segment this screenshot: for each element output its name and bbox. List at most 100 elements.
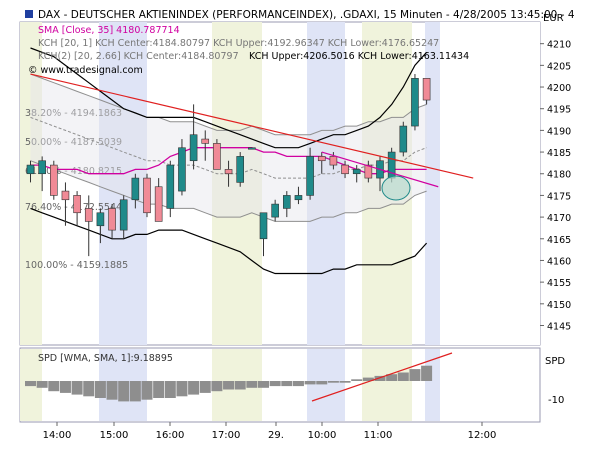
spd-bar bbox=[199, 381, 211, 393]
candle-body bbox=[282, 195, 291, 209]
price-tick-label: 4150 bbox=[547, 300, 571, 311]
spd-bar bbox=[374, 375, 386, 381]
spd-bar bbox=[223, 381, 235, 390]
kch-lower-line bbox=[30, 160, 427, 222]
trendline bbox=[30, 73, 474, 179]
price-tick-label: 4165 bbox=[547, 235, 571, 246]
spd-bar bbox=[362, 377, 374, 381]
kch2-legend: KCH(2) [20, 2.66] KCH Center:4184.80797 bbox=[38, 51, 239, 62]
time-tick-label: 29. bbox=[268, 430, 284, 441]
price-tick-label: 4155 bbox=[547, 278, 571, 289]
price-tick-label: 4145 bbox=[547, 321, 571, 332]
trendline bbox=[321, 151, 439, 188]
kch2-legend-values: KCH Upper:4206.5016 KCH Lower:4163.11434 bbox=[249, 51, 469, 62]
spd-legend: SPD [WMA, SMA, 1]:9.18895 bbox=[38, 353, 173, 364]
candle-body bbox=[143, 177, 151, 214]
candle-body bbox=[352, 169, 361, 175]
spd-bar bbox=[211, 381, 223, 392]
candle-body bbox=[341, 164, 349, 175]
time-tick-label: 16:00 bbox=[156, 430, 185, 441]
spd-bar bbox=[234, 381, 246, 390]
candle-body bbox=[178, 147, 186, 192]
spd-bar bbox=[409, 369, 421, 381]
spd-bar bbox=[118, 381, 130, 402]
candle-body bbox=[271, 203, 279, 218]
price-tick-label: 4205 bbox=[547, 61, 571, 72]
sma-legend: SMA [Close, 35] 4180.787714 bbox=[38, 25, 180, 36]
fib-label: 50.00% - 4187.5039 bbox=[25, 137, 122, 148]
time-tick-label: 15:00 bbox=[100, 430, 129, 441]
candle-body bbox=[189, 134, 198, 162]
candle-body bbox=[38, 160, 46, 175]
spd-bar bbox=[421, 365, 433, 381]
candle-body bbox=[166, 164, 175, 209]
spd-bar bbox=[327, 381, 339, 383]
spd-bar bbox=[153, 381, 165, 398]
candle-body bbox=[317, 156, 326, 162]
spd-bar bbox=[164, 381, 176, 398]
spd-bar bbox=[386, 374, 398, 381]
candle-body bbox=[329, 156, 338, 166]
spd-bars bbox=[25, 352, 453, 402]
spd-bar bbox=[59, 381, 71, 393]
candle-body bbox=[201, 138, 210, 144]
time-tick-label: 17:00 bbox=[212, 430, 241, 441]
watermark: © www.tradesignal.com bbox=[28, 65, 143, 76]
spd-bar bbox=[48, 381, 60, 392]
candle-body bbox=[73, 195, 81, 214]
chart-header: DAX - DEUTSCHER AKTIENINDEX (PERFORMANCE… bbox=[25, 9, 575, 406]
candle-body bbox=[236, 156, 244, 183]
spd-bar bbox=[304, 381, 316, 385]
candle-body bbox=[364, 164, 373, 179]
candle-body bbox=[411, 78, 419, 127]
spd-bar bbox=[397, 372, 409, 381]
spd-shade-band bbox=[307, 349, 345, 421]
candle-body bbox=[259, 212, 268, 240]
sma-line bbox=[30, 147, 427, 175]
shade-band bbox=[212, 22, 262, 345]
spd-bar bbox=[106, 381, 118, 400]
spd-bar bbox=[129, 381, 141, 402]
price-tick-label: 4175 bbox=[547, 191, 571, 202]
price-tick-label: 4170 bbox=[547, 213, 571, 224]
kch2-lower-line bbox=[30, 207, 428, 275]
spd-bar bbox=[281, 381, 293, 387]
kch-legend: KCH [20, 1] KCH Center:4184.80797 KCH Up… bbox=[38, 38, 439, 49]
candle-body bbox=[26, 164, 35, 175]
axes: 4145 4150 4155 4160 4165 4170 4175 4180 4185 4190… bbox=[43, 40, 572, 441]
spd-shade-band bbox=[362, 349, 412, 421]
candle-body bbox=[49, 164, 58, 196]
fib-label: 38.20% - 4194.1863 bbox=[25, 108, 122, 119]
spd-axis-label: SPD bbox=[545, 356, 565, 367]
spd-bar bbox=[246, 381, 258, 388]
candle-body bbox=[131, 177, 140, 201]
time-tick-label: 12:00 bbox=[468, 430, 497, 441]
time-tick-label: 10:00 bbox=[308, 430, 337, 441]
candle-body bbox=[306, 156, 314, 196]
time-tick-label: 11:00 bbox=[364, 430, 393, 441]
spd-bar bbox=[141, 381, 153, 400]
highlight-ellipse bbox=[381, 175, 411, 201]
spd-bar bbox=[339, 381, 351, 383]
candle-body bbox=[399, 125, 408, 153]
candle-body bbox=[84, 208, 93, 222]
candle-body bbox=[248, 147, 256, 150]
candle-body bbox=[422, 78, 431, 101]
price-tick-label: 4210 bbox=[547, 40, 571, 51]
price-tick-label: 4190 bbox=[547, 126, 571, 137]
shade-band bbox=[20, 22, 42, 345]
instrument-icon bbox=[25, 10, 33, 18]
fib-label: 100.00% - 4159.1885 bbox=[25, 260, 128, 271]
spd-bar bbox=[83, 381, 95, 397]
spd-bar bbox=[316, 381, 328, 385]
spd-bar bbox=[258, 381, 269, 388]
candle-body bbox=[108, 208, 116, 231]
price-tick-label: 4180 bbox=[547, 170, 571, 181]
keltner-channels bbox=[30, 47, 428, 275]
trendlines bbox=[30, 73, 474, 188]
price-tick-label: 4160 bbox=[547, 256, 571, 267]
spd-bar bbox=[269, 381, 281, 387]
time-tick-label: 14:00 bbox=[43, 430, 72, 441]
candle-body bbox=[61, 190, 70, 201]
